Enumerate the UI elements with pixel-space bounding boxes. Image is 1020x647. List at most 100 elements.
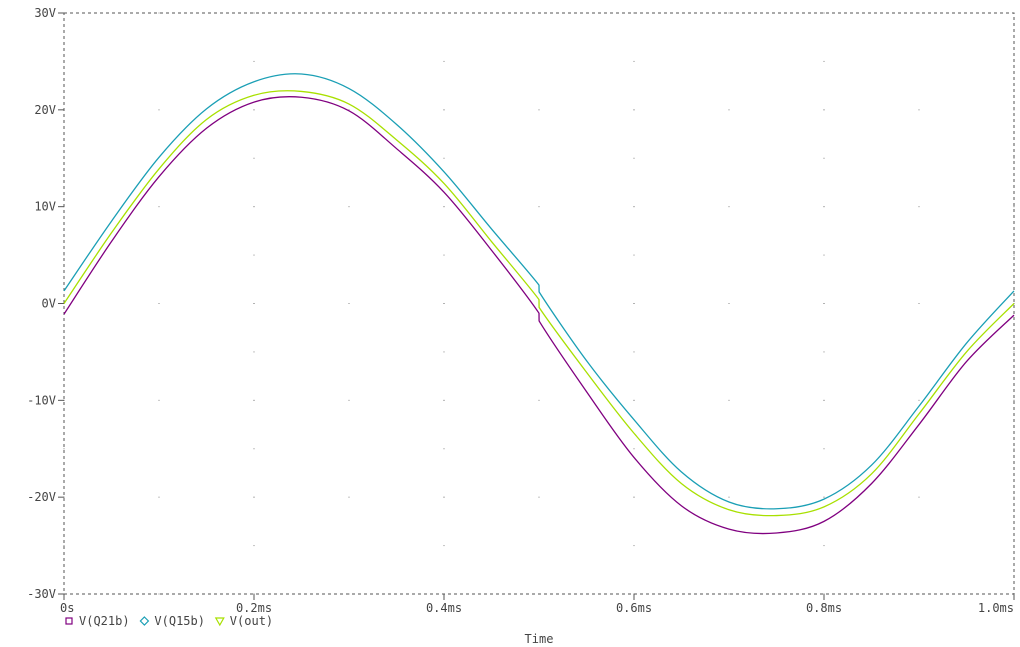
- grid-dot: [443, 351, 445, 353]
- grid-dot: [823, 254, 825, 256]
- y-tick-label: 30V: [34, 6, 56, 20]
- grid-dot: [633, 60, 635, 62]
- grid-dot: [1013, 399, 1015, 401]
- grid-dot: [1013, 206, 1015, 208]
- grid-dot: [63, 448, 65, 450]
- grid-dot: [443, 303, 445, 304]
- x-tick-label: 1.0ms: [978, 601, 1014, 615]
- grid-dot: [823, 12, 825, 14]
- grid-dot: [443, 206, 445, 208]
- x-tick-label: 0s: [60, 601, 74, 615]
- grid-dot: [1013, 351, 1015, 353]
- grid-dot: [1013, 157, 1015, 159]
- grid-dot: [348, 303, 350, 304]
- y-tick-label: -20V: [27, 490, 56, 504]
- legend-label: V(Q21b): [79, 614, 130, 628]
- grid-dot: [918, 303, 920, 304]
- grid-dot: [1013, 254, 1015, 256]
- x-tick-label: 0.4ms: [426, 601, 462, 615]
- series-line-v-q21b: [63, 96, 1015, 535]
- grid-dot: [443, 545, 445, 547]
- grid-dot: [348, 496, 350, 498]
- grid-dot: [1013, 448, 1015, 450]
- grid-dot: [253, 206, 255, 208]
- grid-dot: [823, 351, 825, 353]
- grid-dot: [823, 545, 825, 547]
- series-line-v-q15b: [63, 73, 1015, 510]
- grid-dot: [918, 399, 920, 401]
- grid-dot: [633, 157, 635, 159]
- x-axis-label: Time: [525, 632, 554, 646]
- grid-dot: [348, 399, 350, 401]
- grid-dot: [158, 12, 160, 14]
- grid-dot: [158, 303, 160, 304]
- grid-dot: [823, 109, 825, 111]
- legend-marker-square: [65, 617, 73, 625]
- grid-dot: [728, 109, 730, 111]
- grid-dot: [538, 496, 540, 498]
- grid-dot: [538, 109, 540, 111]
- y-tick-label: 20V: [34, 103, 56, 117]
- plot-frame: [63, 12, 1015, 595]
- grid-dot: [443, 109, 445, 111]
- grid-dot: [253, 351, 255, 353]
- y-tick-label: 0V: [42, 297, 56, 311]
- grid-dot: [728, 206, 730, 208]
- grid-dot: [728, 496, 730, 498]
- grid-dot: [348, 206, 350, 208]
- grid-dot: [633, 206, 635, 208]
- grid-dot: [918, 206, 920, 208]
- grid-dot: [918, 109, 920, 111]
- grid-dot: [633, 351, 635, 353]
- grid-dot: [728, 303, 730, 304]
- grid-dot: [158, 593, 160, 595]
- grid-dot: [823, 303, 825, 304]
- grid-dot: [253, 496, 255, 498]
- grid-dot: [728, 399, 730, 401]
- grid-dot: [348, 109, 350, 111]
- series-lines: [63, 73, 1015, 535]
- grid-dot: [158, 109, 160, 111]
- legend: V(Q21b) V(Q15b) V(out): [65, 614, 273, 628]
- grid-dot: [633, 496, 635, 498]
- grid-dot: [538, 399, 540, 401]
- grid-dot: [158, 496, 160, 498]
- grid-dot: [63, 254, 65, 256]
- legend-marker-triangle: [214, 617, 225, 627]
- grid-dot: [823, 206, 825, 208]
- grid-dot: [633, 303, 635, 304]
- axis-ticks: 30V 20V 10V 0V -10V -20V -30V 0s 0.2ms 0.4ms 0.6ms…: [27, 6, 1015, 615]
- y-tick-label: -10V: [27, 393, 56, 407]
- grid-dot: [633, 399, 635, 401]
- grid-dot: [158, 206, 160, 208]
- grid-dot: [253, 448, 255, 450]
- grid-dot: [823, 399, 825, 401]
- legend-marker-diamond: [139, 616, 150, 626]
- y-tick-label: 10V: [34, 200, 56, 214]
- y-tick-label: -30V: [27, 587, 56, 601]
- x-tick-label: 0.6ms: [616, 601, 652, 615]
- grid-dot: [823, 60, 825, 62]
- grid-dot: [443, 399, 445, 401]
- grid-dot: [633, 254, 635, 256]
- grid-dot: [823, 448, 825, 450]
- x-tick-label: 0.2ms: [236, 601, 272, 615]
- grid-dot: [728, 593, 730, 595]
- grid-dot: [253, 399, 255, 401]
- grid-dot: [63, 351, 65, 353]
- grid-dot: [728, 12, 730, 14]
- grid-dot: [253, 254, 255, 256]
- grid-dot: [633, 109, 635, 111]
- grid-dot: [443, 60, 445, 62]
- grid-dot: [253, 545, 255, 547]
- grid-dot: [63, 545, 65, 547]
- grid-dot: [158, 399, 160, 401]
- grid-dot: [253, 60, 255, 62]
- grid-dot: [823, 496, 825, 498]
- grid-dot: [823, 157, 825, 159]
- grid-dot: [253, 157, 255, 159]
- grid-dot: [253, 109, 255, 111]
- grid-dot: [918, 496, 920, 498]
- grid-dot: [253, 303, 255, 304]
